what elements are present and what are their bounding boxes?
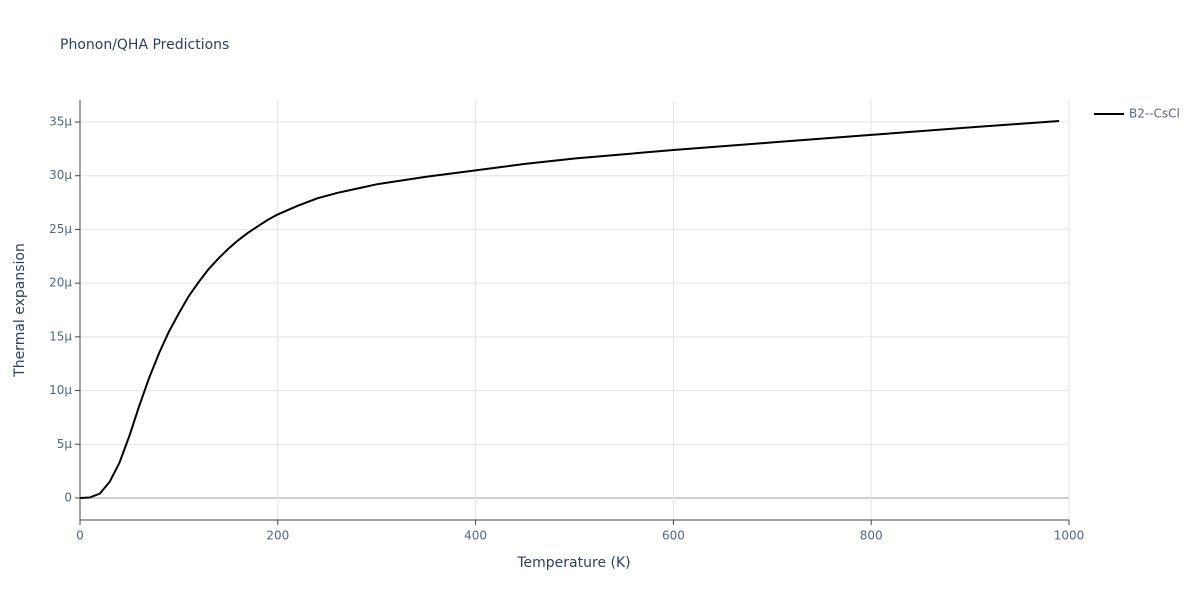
- x-tick-label: 600: [662, 529, 685, 543]
- x-axis-title: Temperature (K): [516, 555, 630, 571]
- x-tick-label: 0: [76, 529, 84, 543]
- y-tick-label: 25µ: [49, 222, 72, 236]
- y-tick-label: 30µ: [49, 168, 72, 182]
- line-series: [79, 119, 1060, 499]
- y-tick-label: 15µ: [49, 329, 72, 343]
- x-tick-label: 200: [266, 529, 289, 543]
- y-tick-label: 0: [64, 490, 72, 504]
- legend-label: B2--CsCl: [1129, 107, 1180, 121]
- y-tick-label: 35µ: [49, 115, 72, 129]
- y-tick-label: 10µ: [49, 383, 72, 397]
- x-tick-label: 1000: [1054, 529, 1085, 543]
- chart-title: Phonon/QHA Predictions: [60, 37, 229, 53]
- y-tick-label: 5µ: [57, 437, 73, 451]
- y-axis-title: Thermal expansion: [12, 243, 28, 378]
- y-tick-label: 20µ: [49, 276, 72, 290]
- x-tick-label: 800: [860, 529, 883, 543]
- x-tick-label: 400: [464, 529, 487, 543]
